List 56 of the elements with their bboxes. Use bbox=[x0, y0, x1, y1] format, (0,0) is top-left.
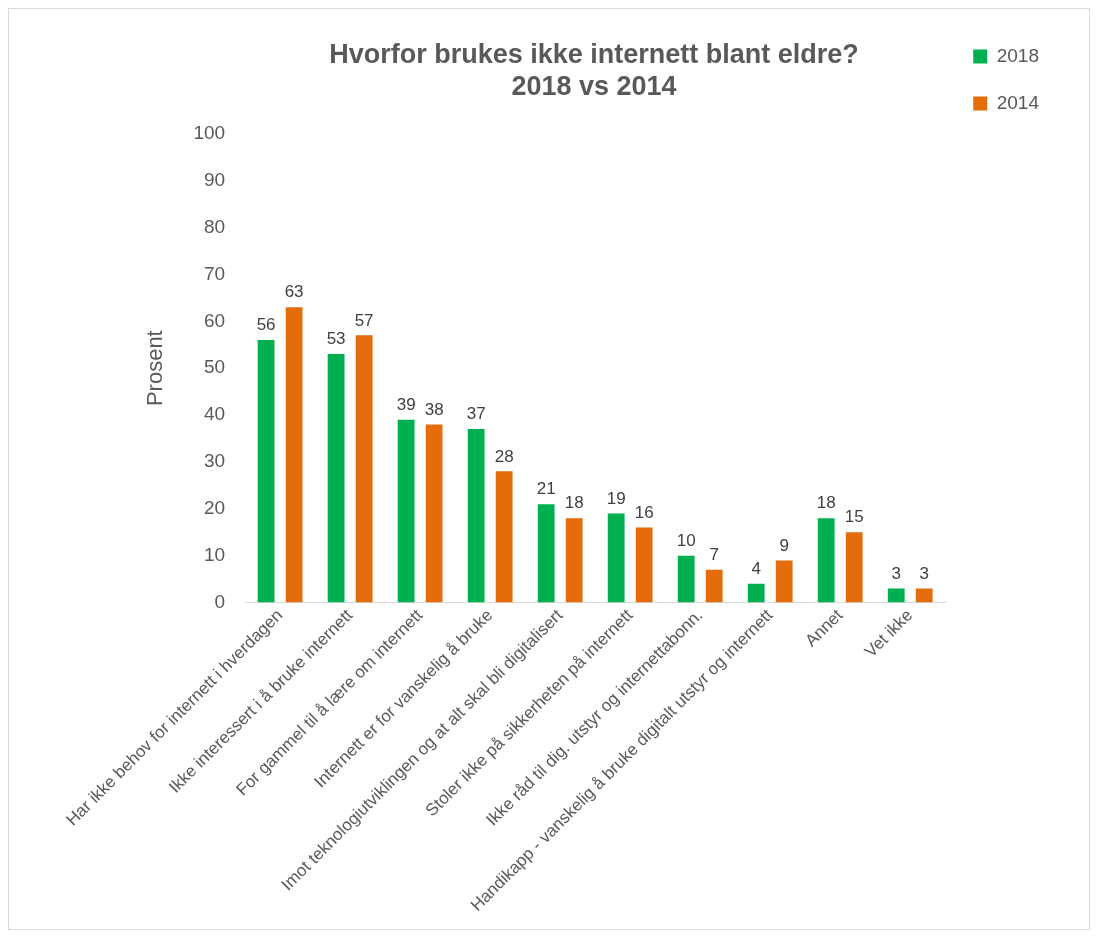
data-label: 18 bbox=[816, 493, 836, 513]
data-label: 3 bbox=[891, 563, 901, 583]
data-label: 3 bbox=[919, 563, 929, 583]
legend-label: 2018 bbox=[996, 44, 1040, 66]
data-label: 37 bbox=[466, 404, 486, 424]
bar bbox=[467, 429, 485, 603]
bar bbox=[705, 569, 723, 603]
bar bbox=[495, 471, 513, 603]
data-label: 39 bbox=[396, 394, 416, 414]
bar bbox=[285, 307, 303, 603]
data-label: 18 bbox=[564, 493, 584, 513]
bar bbox=[397, 419, 415, 603]
y-tick-label: 80 bbox=[203, 215, 226, 237]
y-tick-label: 40 bbox=[203, 403, 226, 425]
data-label: 21 bbox=[536, 479, 556, 499]
bar bbox=[355, 335, 373, 603]
data-label: 15 bbox=[844, 507, 864, 527]
bar bbox=[845, 532, 863, 603]
y-tick-label: 50 bbox=[203, 356, 226, 378]
y-tick-label: 0 bbox=[214, 590, 226, 612]
bar bbox=[327, 354, 345, 603]
bar bbox=[607, 513, 625, 603]
bar bbox=[915, 588, 933, 603]
data-label: 63 bbox=[284, 282, 304, 302]
x-tick-label: Vet ikke bbox=[860, 605, 917, 662]
bar bbox=[565, 518, 583, 603]
y-tick-label: 100 bbox=[193, 122, 226, 144]
y-tick-label: 10 bbox=[203, 543, 226, 565]
data-label: 19 bbox=[606, 488, 626, 508]
data-label: 7 bbox=[709, 544, 719, 564]
data-label: 9 bbox=[779, 535, 789, 555]
bar bbox=[677, 555, 695, 603]
data-label: 10 bbox=[676, 530, 696, 550]
bar bbox=[817, 518, 835, 603]
y-tick-label: 60 bbox=[203, 309, 226, 331]
bar bbox=[747, 583, 765, 603]
bar bbox=[257, 340, 275, 603]
y-tick-label: 90 bbox=[203, 168, 226, 190]
data-label: 56 bbox=[256, 315, 276, 335]
data-label: 4 bbox=[751, 559, 761, 579]
chart-title: Hvorfor brukes ikke internett blant eldre? 2018 vs 2014 bbox=[329, 38, 859, 102]
data-label: 57 bbox=[354, 310, 374, 330]
y-tick-label: 20 bbox=[203, 497, 226, 519]
bar bbox=[775, 560, 793, 603]
y-axis-title: Prosent bbox=[142, 330, 168, 407]
bar bbox=[537, 504, 555, 603]
bar bbox=[425, 424, 443, 603]
data-label: 53 bbox=[326, 329, 346, 349]
bar bbox=[887, 588, 905, 603]
y-tick-label: 70 bbox=[203, 262, 226, 284]
data-label: 16 bbox=[634, 502, 654, 522]
data-label: 28 bbox=[494, 446, 514, 466]
data-label: 38 bbox=[424, 399, 444, 419]
bar bbox=[635, 527, 653, 603]
legend-label: 2014 bbox=[996, 91, 1040, 113]
y-tick-label: 30 bbox=[203, 450, 226, 472]
